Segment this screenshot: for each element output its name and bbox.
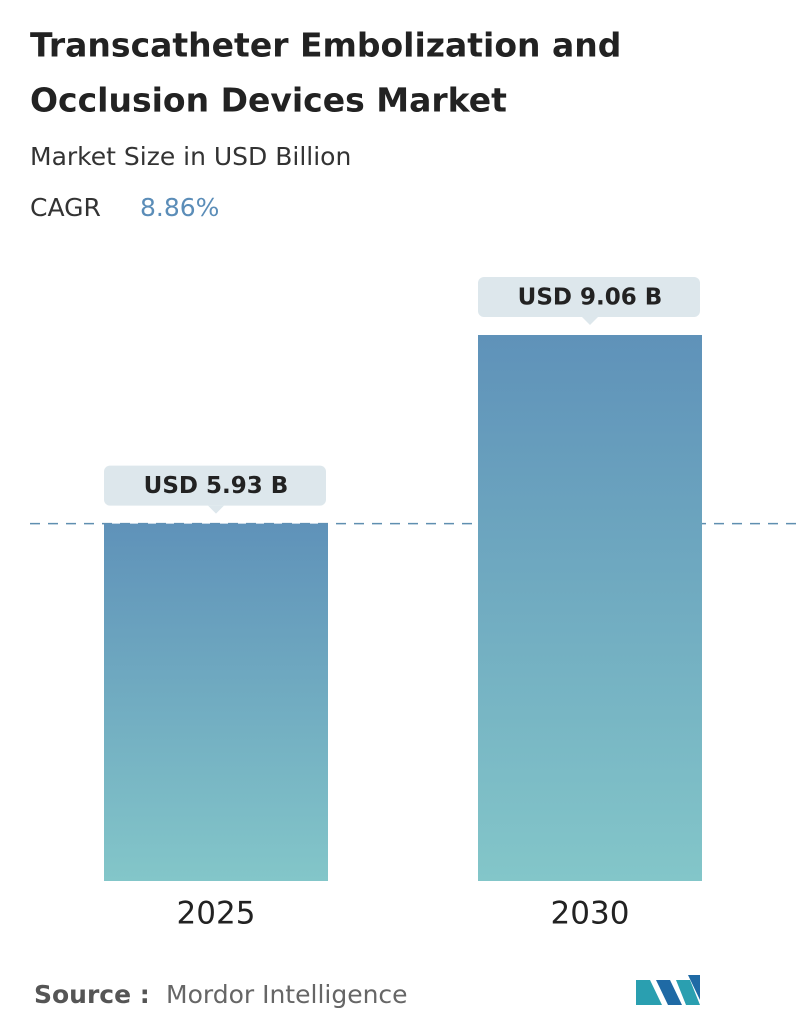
cagr-label: CAGR [30, 193, 101, 222]
value-callout [104, 465, 326, 506]
callout-pointer [208, 505, 224, 514]
source-label: Source : [34, 980, 150, 1009]
x-tick-label: 2025 [177, 896, 256, 932]
bar [478, 335, 702, 881]
cagr-value: 8.86% [140, 193, 219, 222]
logo [636, 975, 700, 1005]
chart-subtitle: Market Size in USD Billion [30, 142, 351, 171]
source: Mordor Intelligence [166, 980, 408, 1009]
chart-title: Transcatheter Embolization and [30, 26, 621, 65]
plot: USD 5.93 B 2025 USD 9.06 B 2030 [30, 277, 796, 932]
x-tick-label: 2030 [551, 896, 630, 932]
bar [104, 523, 328, 881]
callout-pointer [582, 317, 598, 325]
value-callout [478, 277, 700, 317]
chart-title: Occlusion Devices Market [30, 81, 507, 120]
value-label: USD 5.93 B [144, 473, 289, 499]
value-label: USD 9.06 B [518, 285, 663, 311]
